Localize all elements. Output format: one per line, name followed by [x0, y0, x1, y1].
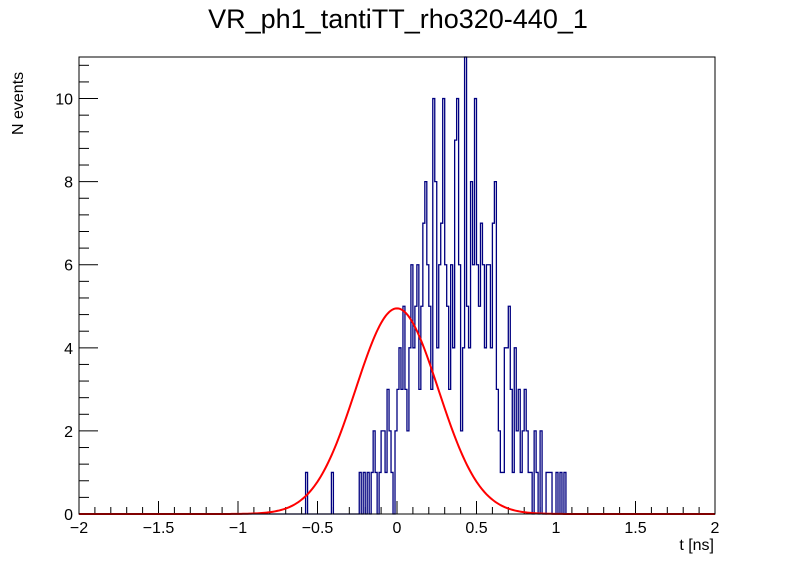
y-tick-label: 6 — [64, 258, 73, 275]
y-tick-label: 2 — [64, 424, 73, 441]
x-tick-label: −0.5 — [302, 520, 334, 537]
x-tick-label: −2 — [70, 520, 88, 537]
x-tick-label: 1 — [552, 520, 561, 537]
y-axis-label: N events — [10, 71, 27, 135]
x-tick-label: −1.5 — [143, 520, 175, 537]
axis-tick-labels: −2 −1.5 −1 −0.5 0 0.5 1 1.5 2 0 2 4 6 8 10 — [55, 92, 719, 537]
histogram-series-data — [79, 56, 715, 515]
y-tick-label: 10 — [55, 92, 73, 109]
x-tick-label: −1 — [229, 520, 247, 537]
x-axis-label: t [ns] — [679, 537, 714, 554]
plot-frame — [78, 56, 716, 515]
x-tick-label: 2 — [711, 520, 720, 537]
y-tick-label: 4 — [64, 341, 73, 358]
y-tick-label: 0 — [64, 507, 73, 524]
x-tick-label: 0 — [393, 520, 402, 537]
axis-ticks — [78, 64, 716, 515]
chart-title: VR_ph1_tantiTT_rho320-440_1 — [208, 4, 588, 34]
x-tick-label: 1.5 — [624, 520, 646, 537]
y-tick-label: 8 — [64, 175, 73, 192]
x-tick-label: 0.5 — [465, 520, 487, 537]
